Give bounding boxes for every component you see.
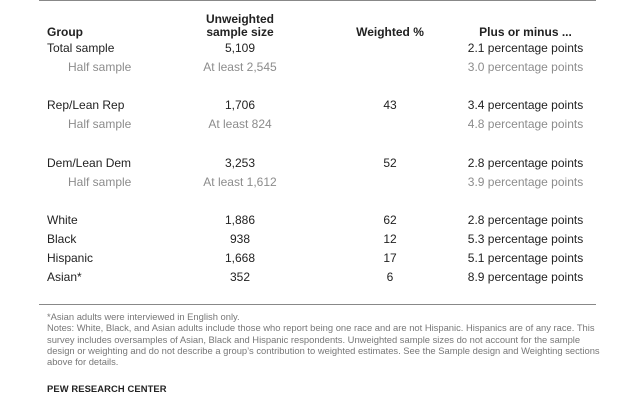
asterisk-note: *Asian adults were interviewed in Englis… — [47, 311, 240, 322]
table-row-margin-of-error: 3.4 percentage points — [467, 98, 584, 112]
table-row-unweighted-size: 3,253 — [224, 156, 256, 170]
table-row-group-label: Asian* — [47, 270, 82, 284]
table-row-group-label: Half sample — [68, 175, 132, 189]
table-row-margin-of-error: 2.8 percentage points — [467, 156, 584, 170]
column-header-unweighted-size: Unweighted sample size — [206, 12, 274, 39]
column-header-weighted-percent: Weighted % — [356, 25, 424, 39]
table-row-unweighted-size: 1,706 — [224, 98, 256, 112]
table-row-margin-of-error: 4.8 percentage points — [467, 117, 584, 131]
source-footer: PEW RESEARCH CENTER — [47, 383, 167, 394]
table-row-group-label: Half sample — [68, 60, 132, 74]
table-row-margin-of-error: 5.3 percentage points — [467, 232, 584, 246]
table-row-weighted-percent: 43 — [383, 98, 397, 112]
column-header-margin-of-error: Plus or minus ... — [479, 25, 572, 39]
table-row-unweighted-size: 938 — [229, 232, 251, 246]
table-row-group-label: Half sample — [68, 117, 132, 131]
methodology-notes: Notes: White, Black, and Asian adults in… — [47, 322, 600, 368]
notes-section: *Asian adults were interviewed in Englis… — [47, 311, 602, 367]
table-row-weighted-percent: 12 — [383, 232, 397, 246]
table-row-margin-of-error: 5.1 percentage points — [467, 251, 584, 265]
top-rule — [39, 0, 596, 1]
table-row-unweighted-size: At least 2,545 — [203, 60, 277, 74]
table-row-weighted-percent: 17 — [383, 251, 397, 265]
table-row-unweighted-size: 1,668 — [224, 251, 256, 265]
table-row-unweighted-size: At least 824 — [208, 117, 272, 131]
table-row-weighted-percent: 6 — [386, 270, 394, 284]
table-row-group-label: Hispanic — [47, 251, 94, 265]
table-row-group-label: Total sample — [47, 41, 115, 55]
table-row-group-label: Rep/Lean Rep — [47, 98, 125, 112]
table-row-unweighted-size: At least 1,612 — [203, 175, 277, 189]
column-header-group: Group — [47, 25, 83, 39]
table-row-unweighted-size: 352 — [229, 270, 251, 284]
bottom-rule — [39, 304, 596, 305]
table-row-weighted-percent: 52 — [383, 156, 397, 170]
table-row-unweighted-size: 1,886 — [224, 213, 256, 227]
table-row-group-label: White — [47, 213, 78, 227]
table-row-group-label: Dem/Lean Dem — [47, 156, 132, 170]
table-row-group-label: Black — [47, 232, 77, 246]
table-row-margin-of-error: 3.0 percentage points — [467, 60, 584, 74]
table-row-margin-of-error: 8.9 percentage points — [467, 270, 584, 284]
table-row-margin-of-error: 3.9 percentage points — [467, 175, 584, 189]
table-row-weighted-percent: 62 — [383, 213, 397, 227]
table-row-margin-of-error: 2.1 percentage points — [467, 41, 584, 55]
table-row-margin-of-error: 2.8 percentage points — [467, 213, 584, 227]
table-row-unweighted-size: 5,109 — [224, 41, 256, 55]
